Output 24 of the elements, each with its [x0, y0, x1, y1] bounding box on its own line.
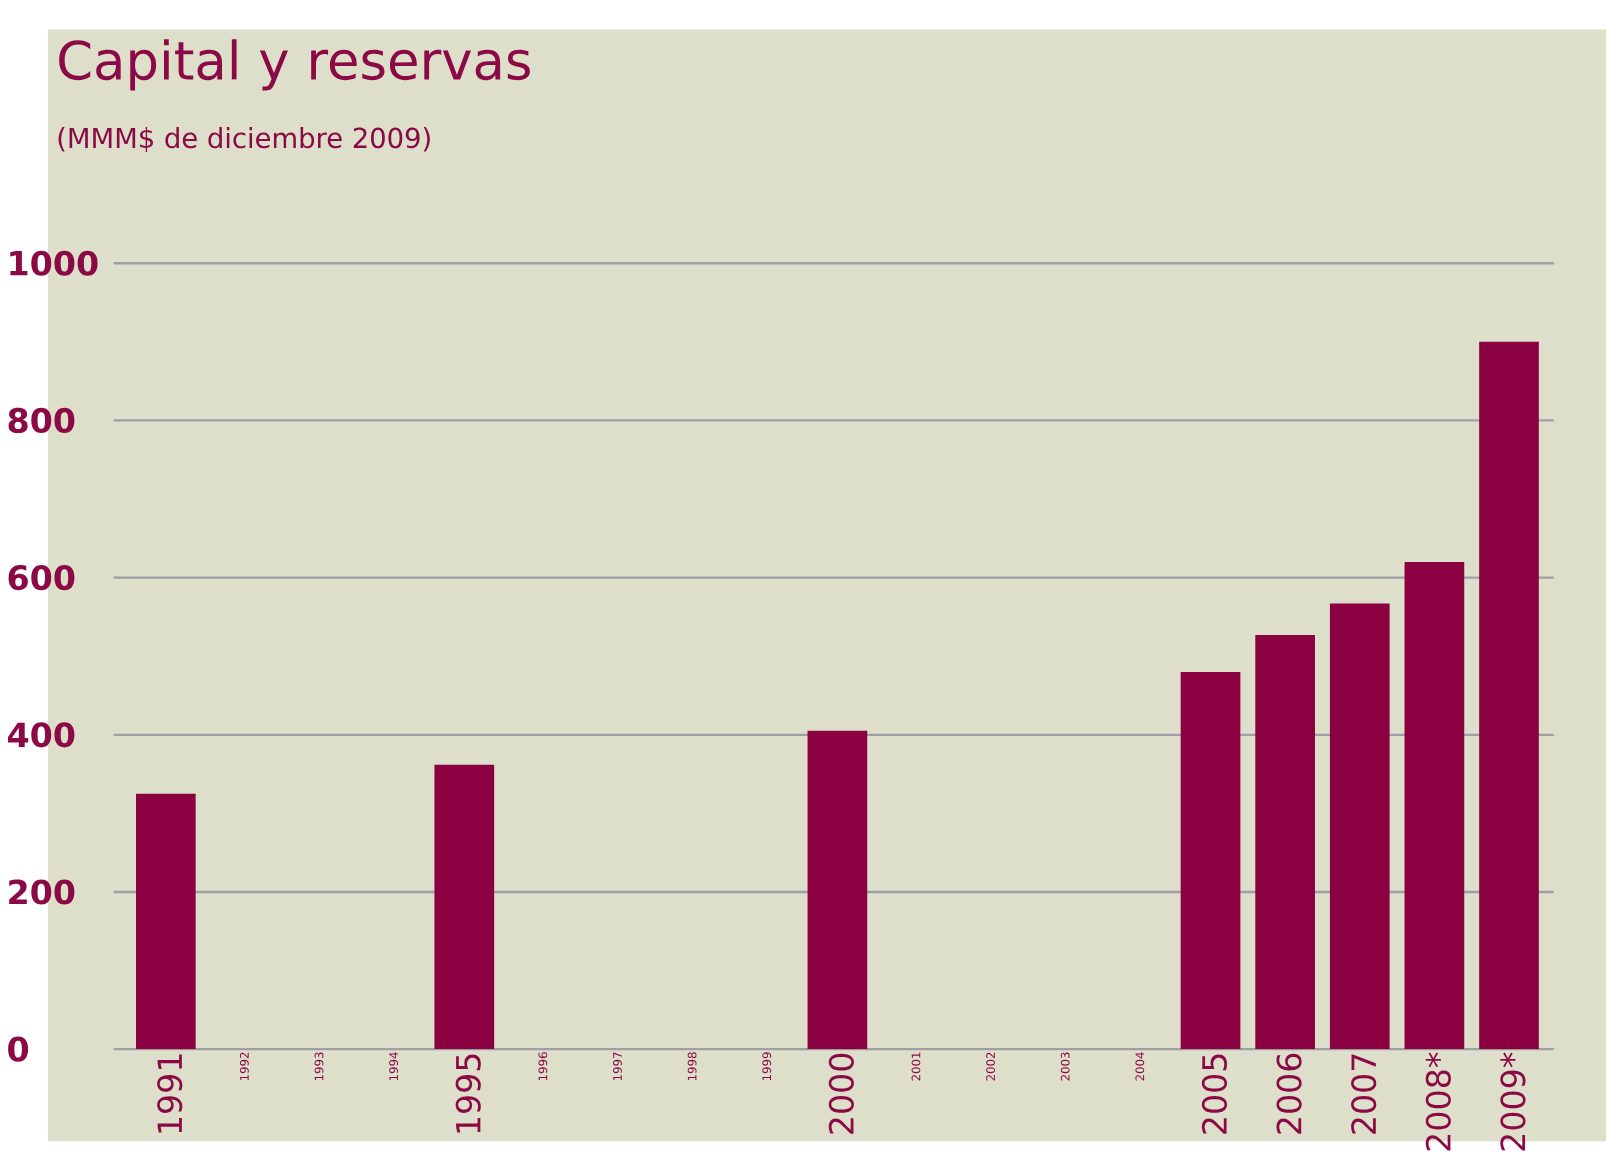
x-tick-label: 2005: [1201, 1054, 1228, 1135]
y-tick-label: 1000: [10, 251, 98, 277]
x-tick-label: 1991: [157, 1055, 183, 1133]
x-tick-label: 2000: [828, 1054, 854, 1135]
bar: [1180, 672, 1241, 1050]
y-tick-label: 400: [8, 722, 75, 748]
y-tick-label: 800: [8, 408, 75, 434]
x-tick-label: 2008*: [1425, 1052, 1451, 1151]
bar: [434, 765, 495, 1050]
bar: [1404, 562, 1465, 1050]
chart-title: Capital y reservas: [59, 39, 530, 91]
bar: [135, 794, 196, 1050]
y-tick-label: 600: [8, 565, 75, 591]
chart-subtitle: (MMM$ de diciembre 2009): [58, 127, 430, 153]
y-tick-label: 200: [9, 879, 75, 905]
x-tick-label: 2006: [1276, 1054, 1302, 1135]
bar: [1255, 635, 1315, 1050]
bar: [1329, 603, 1390, 1050]
x-tick-label: 1995: [455, 1054, 481, 1133]
bar: [1479, 342, 1539, 1050]
x-tick-label: 2007: [1351, 1054, 1377, 1135]
x-tick-label: 2009*: [1500, 1052, 1526, 1151]
bar: [807, 731, 868, 1050]
y-tick-label: 0: [8, 1037, 29, 1063]
